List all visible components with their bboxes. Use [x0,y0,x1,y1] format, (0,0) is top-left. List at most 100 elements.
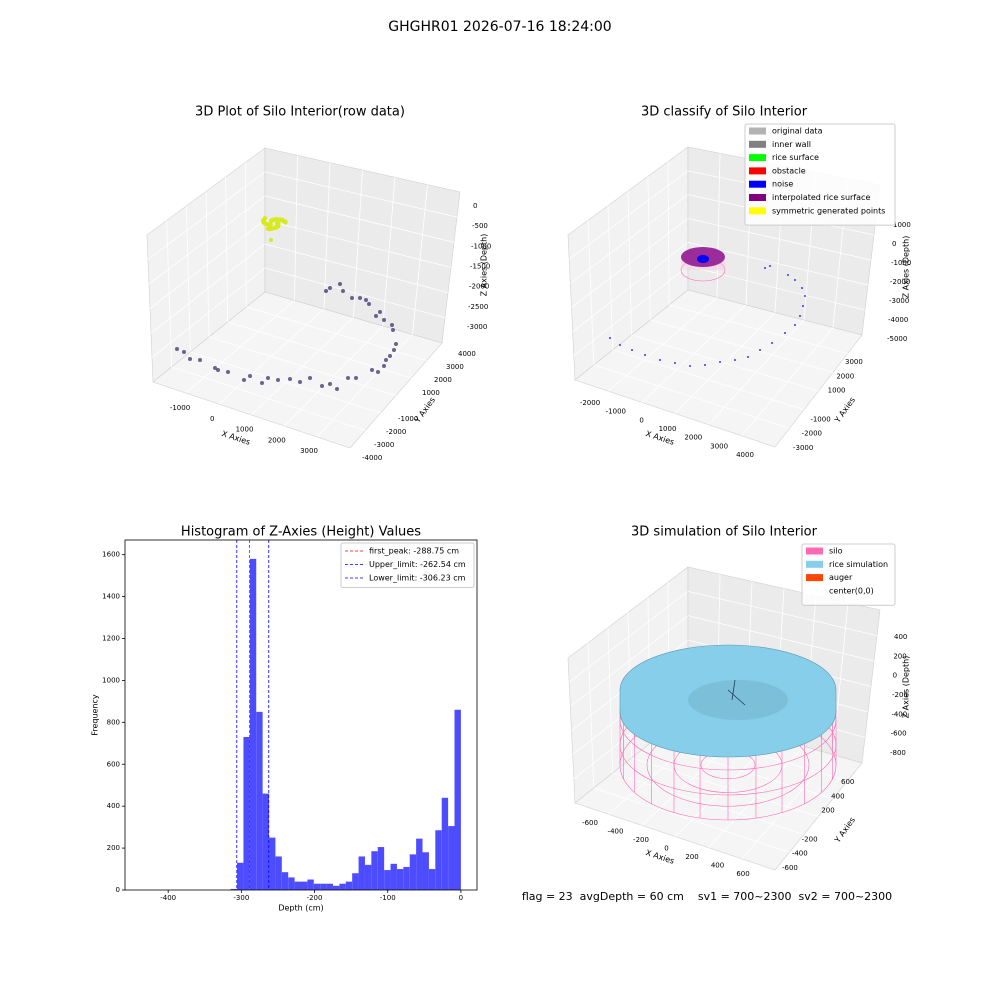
point [799,315,801,317]
noise-blob [697,255,709,263]
y-tick-label: -1000 [398,415,418,423]
y-tick-label: 3000 [845,358,863,366]
point [390,323,394,327]
point [384,358,388,362]
pane-grid [412,184,428,335]
point [747,356,749,358]
y-tick-label: 1000 [102,676,120,684]
point [358,296,362,300]
legend-label: noise [772,180,793,189]
legend-label: auger [829,573,853,582]
bar [384,870,391,890]
point [764,267,766,269]
z-tick-label: -5000 [887,335,907,343]
point [283,220,288,225]
legend-label: inner wall [772,140,811,149]
point [354,376,358,380]
x-tick-label: 0 [210,415,214,423]
x-tick-label: 0 [459,894,463,902]
bar [358,856,365,890]
bar [288,877,295,890]
point [619,344,621,346]
x-tick-label: 2000 [268,436,286,444]
x-tick-label: -200 [307,894,323,902]
bar [364,864,372,890]
point [267,222,273,227]
bar [249,558,257,890]
bar [313,883,321,890]
point [787,274,789,276]
point [794,279,796,281]
bar [352,873,359,890]
z-tick-label: -800 [890,749,906,757]
point [276,378,280,382]
bar [345,881,353,890]
legend-label: first_peak: -288.75 cm [369,547,459,556]
x-tick-label: -200 [633,836,649,844]
x-tick-label: -400 [608,828,624,836]
z-tick-label: 1000 [893,221,911,229]
x-tick-label: 400 [711,862,724,870]
plot-graphics [609,247,806,367]
point [759,349,761,351]
plot-3d: 3D classify of Silo Interior -2000 -1000 0 1… [567,105,911,459]
z-tick-label: -200 [892,691,908,699]
point [328,286,332,290]
y-tick-label: 600 [107,760,120,768]
legend-swatch [806,574,823,582]
bar [243,737,250,890]
plot-graphics [619,644,837,821]
bar [454,709,461,890]
point [275,217,280,222]
axes-frame [124,539,478,891]
y-tick-label: -2000 [802,430,822,438]
point [391,328,395,332]
legend-swatch [806,560,823,568]
bar [441,797,449,890]
point [260,381,264,385]
point [734,359,736,361]
point [320,384,324,388]
point [367,302,371,306]
pane-grid [316,334,413,438]
z-tick-label: -1000 [471,242,491,250]
bar [371,851,378,890]
y-tick-label: -1000 [810,415,830,423]
y-tick-label: 600 [841,778,854,786]
y-tick-label: -3000 [793,444,813,452]
point [609,337,611,339]
rice-dip [688,680,788,720]
z-tick-label: -1000 [891,259,911,267]
x-tick-label: -100 [380,894,396,902]
point [266,376,270,380]
point [298,380,302,384]
point [269,238,273,242]
point [278,217,284,223]
legend-label: rice simulation [829,560,888,569]
point [338,282,342,286]
point [198,358,202,362]
point [335,387,339,391]
bar [409,854,417,890]
legend-label: center(0,0) [829,586,874,595]
bar [307,879,314,890]
point [631,349,633,351]
point [674,362,676,364]
point [272,225,277,231]
point [388,354,392,358]
histogram: Histogram of Z-Axies (Height) Values -400… [91,525,478,913]
point [769,265,771,267]
z-tick-label: 400 [894,633,907,641]
x-tick-label: -1000 [606,408,626,416]
z-tick-label: -500 [472,222,488,230]
point [213,366,217,370]
z-tick-label: -400 [891,710,907,718]
legend-swatch [749,167,766,175]
pane-grid [741,327,834,437]
auger [727,679,746,706]
y-tick-label: 800 [107,718,120,726]
point [175,347,179,351]
bar [422,852,429,890]
bar [339,883,346,890]
z-axis-label: Z Axies (Depth) [902,656,911,719]
